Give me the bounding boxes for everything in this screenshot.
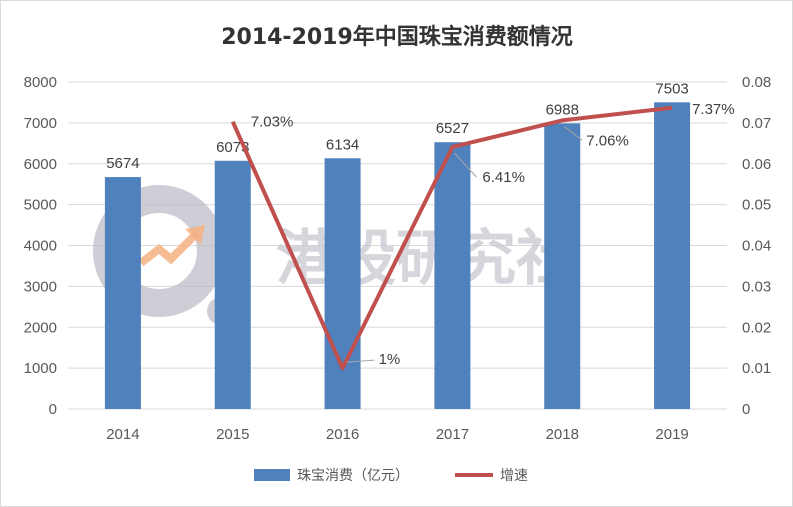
y-right-tick-label: 0.01 bbox=[742, 360, 771, 377]
bar bbox=[324, 158, 361, 409]
y-right-tick-label: 0.04 bbox=[742, 238, 771, 255]
y-right-tick-label: 0.05 bbox=[742, 197, 771, 214]
x-tick-label: 2014 bbox=[106, 426, 139, 443]
x-tick-label: 2017 bbox=[436, 426, 469, 443]
x-tick-label: 2019 bbox=[655, 426, 688, 443]
y-left-tick-label: 6000 bbox=[24, 156, 57, 173]
line-data-label: 6.41% bbox=[482, 169, 525, 186]
bar bbox=[104, 177, 141, 409]
legend-label-bar: 珠宝消费（亿元） bbox=[297, 468, 409, 484]
line-series: 7.03% 1% 6.41% 7.06% 7.37% bbox=[230, 101, 735, 371]
y-left-tick-label: 0 bbox=[49, 401, 57, 418]
bar bbox=[544, 123, 581, 409]
chart-title: 2014-2019年中国珠宝消费额情况 bbox=[221, 24, 573, 50]
y-right-tick-label: 0.03 bbox=[742, 278, 771, 295]
y-left-tick-label: 7000 bbox=[24, 115, 57, 132]
x-tick-label: 2015 bbox=[216, 426, 249, 443]
data-label-leader bbox=[454, 152, 477, 178]
bar-data-label: 6134 bbox=[326, 136, 359, 153]
growth-line bbox=[230, 105, 673, 371]
legend: 珠宝消费（亿元） 增速 bbox=[254, 468, 528, 484]
watermark-text: 港股研究社 bbox=[276, 224, 576, 294]
y-right-tick-label: 0.07 bbox=[742, 115, 771, 132]
line-data-label: 7.06% bbox=[586, 132, 629, 149]
x-tick-label: 2018 bbox=[546, 426, 579, 443]
bar-data-label: 6988 bbox=[546, 101, 579, 118]
bar-data-label: 5674 bbox=[106, 155, 139, 172]
y-left-tick-label: 1000 bbox=[24, 360, 57, 377]
watermark-arrow-icon bbox=[138, 230, 200, 267]
bar bbox=[434, 142, 471, 410]
bar-data-label: 7503 bbox=[655, 80, 688, 97]
legend-swatch-bar bbox=[254, 469, 290, 481]
y-left-tick-label: 5000 bbox=[24, 197, 57, 214]
y-right-tick-label: 0.08 bbox=[742, 74, 771, 91]
bar bbox=[654, 102, 691, 409]
y-axis-right: 0 0.01 0.02 0.03 0.04 0.05 0.06 0.07 0.08 bbox=[742, 74, 771, 418]
x-axis: 2014 2015 2016 2017 2018 2019 bbox=[106, 426, 689, 443]
x-tick-label: 2016 bbox=[326, 426, 359, 443]
y-left-tick-label: 3000 bbox=[24, 278, 57, 295]
y-left-tick-label: 4000 bbox=[24, 238, 57, 255]
legend-label-line: 增速 bbox=[500, 468, 528, 484]
watermark-arrow-head-icon bbox=[185, 225, 205, 245]
line-data-label: 1% bbox=[379, 351, 401, 368]
y-right-tick-label: 0.02 bbox=[742, 319, 771, 336]
bar bbox=[214, 160, 251, 409]
y-right-tick-label: 0.06 bbox=[742, 156, 771, 173]
line-data-label: 7.37% bbox=[692, 101, 735, 118]
data-label-leader bbox=[346, 359, 375, 363]
y-axis-left: 0 1000 2000 3000 4000 5000 6000 7000 8000 bbox=[24, 74, 57, 418]
y-left-tick-label: 8000 bbox=[24, 74, 57, 91]
y-right-tick-label: 0 bbox=[742, 401, 750, 418]
bar-data-label: 6527 bbox=[436, 120, 469, 137]
data-label-leader bbox=[563, 126, 583, 141]
line-data-label: 7.03% bbox=[251, 114, 294, 131]
y-left-tick-label: 2000 bbox=[24, 319, 57, 336]
